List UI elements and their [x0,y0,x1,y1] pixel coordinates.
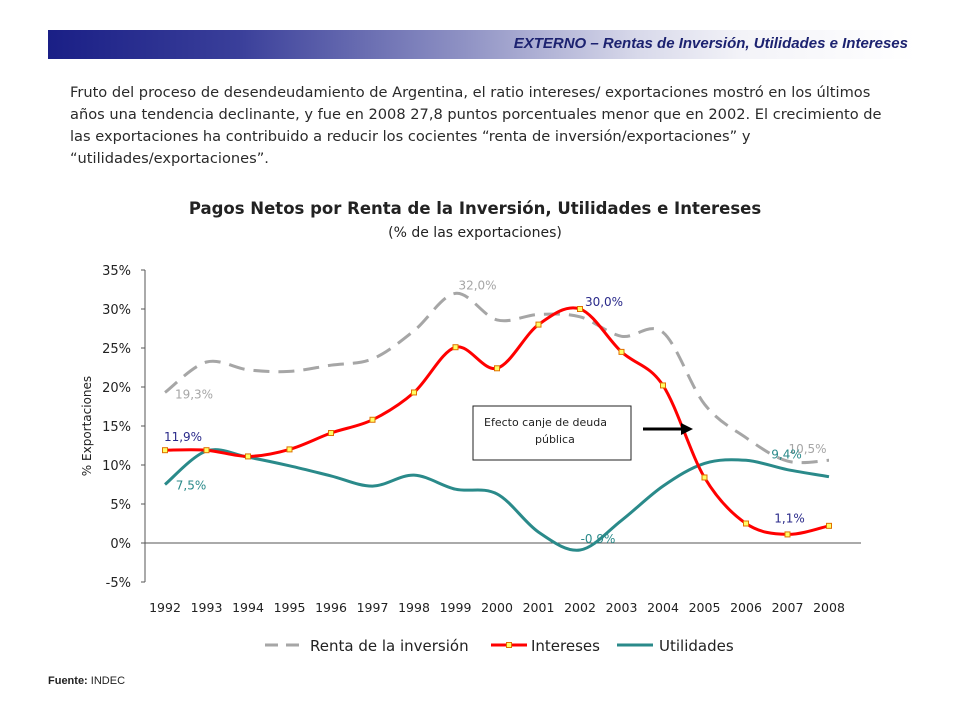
data-point-intereses [701,474,708,481]
y-tick-label: 35% [102,264,131,279]
data-point-intereses [245,453,251,460]
y-tick-label: 15% [102,420,131,435]
legend-label-utilidades: Utilidades [659,637,734,655]
x-tick-label: 2004 [647,600,679,615]
data-label: 7,5% [176,479,207,493]
y-tick-label: 30% [102,303,131,318]
x-tick-label: 2003 [606,600,638,615]
data-point-intereses [618,348,625,355]
series-line-renta-de-la-inversion [164,291,830,465]
x-tick-label: 1992 [149,600,181,615]
legend-label-renta-de-la-inversion: Renta de la inversión [310,637,469,655]
y-tick-label: 0% [110,537,131,552]
y-tick-label: 25% [102,342,131,357]
legend-label-intereses: Intereses [531,637,600,655]
data-point-intereses [743,520,749,527]
source-value: INDEC [90,675,126,687]
chart-title: Pagos Netos por Renta de la Inversión, U… [189,199,762,218]
source-label: Fuente: [48,675,88,687]
source-note: Fuente: INDEC [48,675,125,687]
legend-marker-intereses [506,642,512,648]
x-tick-label: 2007 [772,600,804,615]
legend: Renta de la inversión Intereses Utilidades [265,637,734,655]
x-tick-label: 1994 [232,600,264,615]
data-point-intereses [535,321,542,328]
x-tick-label: 2002 [564,600,596,615]
x-tick-label: 1995 [274,600,306,615]
header-bar: EXTERNO – Rentas de Inversión, Utilidade… [48,30,916,59]
y-tick-label: 5% [110,498,131,513]
x-tick-label: 1999 [440,600,472,615]
x-tick-label: 1993 [191,600,223,615]
annotation-text-line1: Efecto canje de deuda [484,416,607,429]
annotation-text-line2: pública [535,433,575,446]
data-point-intereses [577,306,583,312]
y-tick-label: 20% [102,381,131,396]
data-point-intereses [286,446,293,453]
annotation-arrow-head [681,423,693,435]
data-point-intereses [369,416,376,423]
annotation-box: Efecto canje de deuda pública [472,405,693,461]
series-line-utilidades [164,448,830,552]
data-label: 1,1% [774,511,805,525]
data-point-intereses [328,430,334,437]
data-point-intereses [826,522,832,529]
x-tick-label: 1997 [357,600,389,615]
x-tick-label: 2001 [523,600,555,615]
data-label: 32,0% [458,278,496,292]
y-tick-label: -5% [106,576,131,591]
y-tick-label: 10% [102,459,131,474]
data-point-intereses [203,447,210,454]
data-point-intereses [452,344,459,351]
data-label: 30,0% [585,295,623,309]
x-tick-label: 1996 [315,600,347,615]
x-tick-label: 2005 [689,600,721,615]
intro-paragraph: Fruto del proceso de desendeudamiento de… [70,84,882,167]
header-title: EXTERNO – Rentas de Inversión, Utilidade… [513,35,908,52]
data-label: 11,9% [164,430,202,444]
data-point-intereses [660,382,666,389]
data-label: 9,4% [771,448,802,462]
x-tick-label: 2000 [481,600,513,615]
x-tick-label: 2008 [813,600,845,615]
plot-area: -5% 0% 5% 10% 15% 20% 25% 30% 35% 1992 1993 1994 199… [102,264,861,615]
x-tick-label: 1998 [398,600,430,615]
annotation-frame [472,405,632,461]
chart-subtitle: (% de las exportaciones) [388,225,562,241]
data-point-intereses [784,531,791,538]
data-label: 19,3% [175,387,213,401]
x-tick-label: 2006 [730,600,762,615]
data-point-intereses [411,389,417,396]
y-axis-label: % Exportaciones [80,376,94,476]
data-point-intereses [494,365,500,372]
data-point-intereses [162,447,168,454]
data-label: 10,5% [788,442,826,456]
data-label: -0,9% [581,532,616,546]
